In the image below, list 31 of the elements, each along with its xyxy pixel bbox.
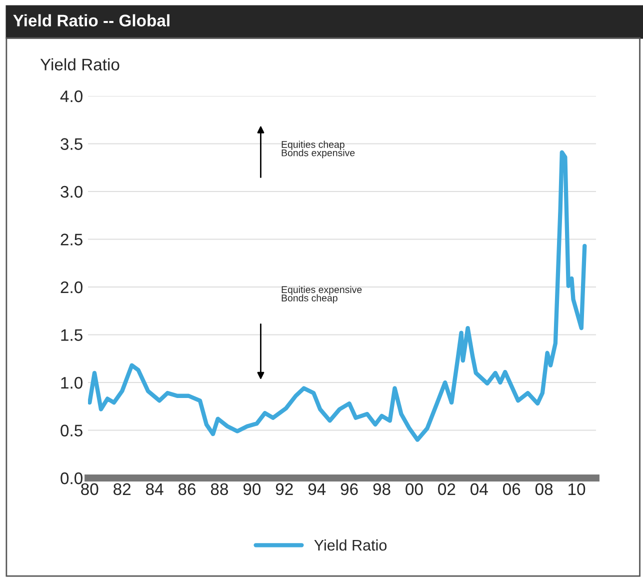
x-tick-label: 00 — [406, 483, 423, 496]
y-tick-label: 2.5 — [60, 234, 82, 246]
x-tick-label: 88 — [210, 483, 228, 496]
y-tick-label: 3.0 — [60, 186, 82, 198]
x-tick-label: 94 — [308, 483, 326, 496]
y-tick-label: 1.5 — [61, 329, 82, 341]
y-axis-title: Yield Ratio — [40, 58, 120, 70]
y-tick-label: 2.0 — [60, 281, 82, 294]
x-tick-label: 84 — [146, 483, 164, 496]
x-tick-label: 98 — [373, 483, 390, 496]
x-tick-label: 04 — [470, 483, 488, 496]
legend-label: Yield Ratio — [314, 539, 387, 551]
x-tick-label: 92 — [276, 483, 293, 496]
line-series — [88, 150, 587, 442]
y-tick-label: 0.0 — [60, 472, 82, 484]
chart-title: Yield Ratio -- Global — [13, 14, 170, 26]
y-tick-label: 3.5 — [60, 138, 82, 150]
x-tick-label: 06 — [502, 483, 520, 496]
annotation: Equities expensive Bonds cheap — [282, 286, 362, 304]
x-tick-label: 02 — [438, 483, 456, 496]
x-tick-label: 90 — [243, 483, 261, 496]
x-tick-label: 96 — [340, 483, 358, 496]
y-tick-label: 4.0 — [60, 90, 82, 102]
y-tick-label: 1.0 — [61, 376, 82, 389]
y-tick-label: 0.5 — [60, 424, 82, 436]
x-tick-label: 80 — [81, 483, 98, 496]
x-tick-label: 10 — [568, 483, 586, 496]
annotation: Equities cheap Bonds expensive — [282, 140, 355, 158]
x-tick-label: 08 — [535, 483, 553, 496]
x-tick-label: 86 — [178, 483, 196, 496]
x-tick-label: 82 — [114, 483, 131, 496]
